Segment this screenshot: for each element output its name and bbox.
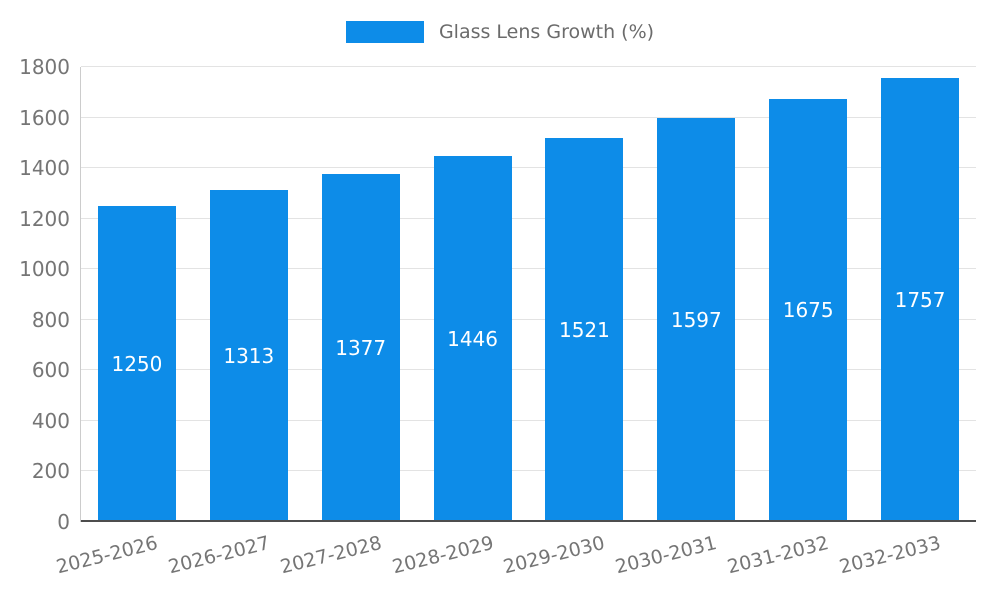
legend-label: Glass Lens Growth (%) [438, 21, 655, 43]
x-axis-label: 2025-2026 [54, 532, 160, 579]
bar: 1446 [433, 156, 512, 522]
gridline [81, 318, 976, 320]
gridline [81, 167, 976, 169]
bar-value-label: 1250 [111, 352, 163, 377]
bar-value-label: 1757 [894, 287, 946, 312]
y-axis-labels: 0 200 400 600 800 1000 1200 1400 1600 1800 [0, 55, 70, 534]
legend-swatch [345, 21, 424, 43]
bar-value-label: 1521 [558, 317, 610, 342]
gridline [81, 470, 976, 472]
x-axis-labels: 2025-2026 2026-2027 2027-2028 2028-2029 2029… [54, 528, 975, 598]
y-tick-label: 1200 [19, 206, 70, 231]
x-axis-label: 2030-2031 [613, 532, 720, 579]
y-tick-label: 1600 [19, 105, 70, 130]
bar: 1313 [209, 190, 288, 522]
gridline [81, 419, 976, 421]
x-axis-label: 2029-2030 [501, 532, 608, 579]
gridline [81, 369, 976, 371]
x-axis-label: 2031-2032 [725, 532, 832, 579]
gridline [81, 268, 976, 270]
y-tick-label: 1400 [19, 156, 70, 181]
bars: 1250 1313 1377 1446 1521 1597 1675 1757 [81, 67, 976, 522]
bar: 1377 [321, 173, 400, 522]
x-axis-label: 2028-2029 [389, 532, 496, 579]
y-tick-label: 800 [31, 307, 70, 332]
x-axis-label: 2027-2028 [277, 532, 384, 579]
y-tick-label: 1000 [19, 257, 70, 282]
y-tick-label: 0 [57, 510, 70, 534]
x-axis-line [81, 520, 976, 522]
bar-value-label: 1377 [335, 335, 387, 360]
x-axis-label: 2032-2033 [837, 532, 944, 579]
y-tick-label: 200 [31, 459, 70, 484]
bar: 1521 [545, 137, 624, 522]
bar-value-label: 1446 [447, 327, 499, 352]
bar: 1757 [881, 77, 960, 522]
y-tick-label: 400 [31, 408, 70, 433]
bar: 1250 [97, 206, 176, 522]
x-axis-label: 2026-2027 [165, 532, 272, 579]
bar-value-label: 1313 [223, 344, 275, 369]
y-tick-label: 1800 [19, 55, 70, 79]
y-tick-label: 600 [31, 358, 70, 383]
gridline [81, 217, 976, 219]
bar: 1675 [769, 98, 848, 522]
bar: 1597 [657, 118, 736, 522]
gridline [81, 116, 976, 118]
legend: Glass Lens Growth (%) [0, 17, 1000, 47]
bar-value-label: 1597 [670, 308, 722, 333]
bar-value-label: 1675 [782, 298, 834, 323]
gridline [81, 66, 976, 67]
plot-area: 1250 1313 1377 1446 1521 1597 1675 1757 [80, 66, 976, 522]
